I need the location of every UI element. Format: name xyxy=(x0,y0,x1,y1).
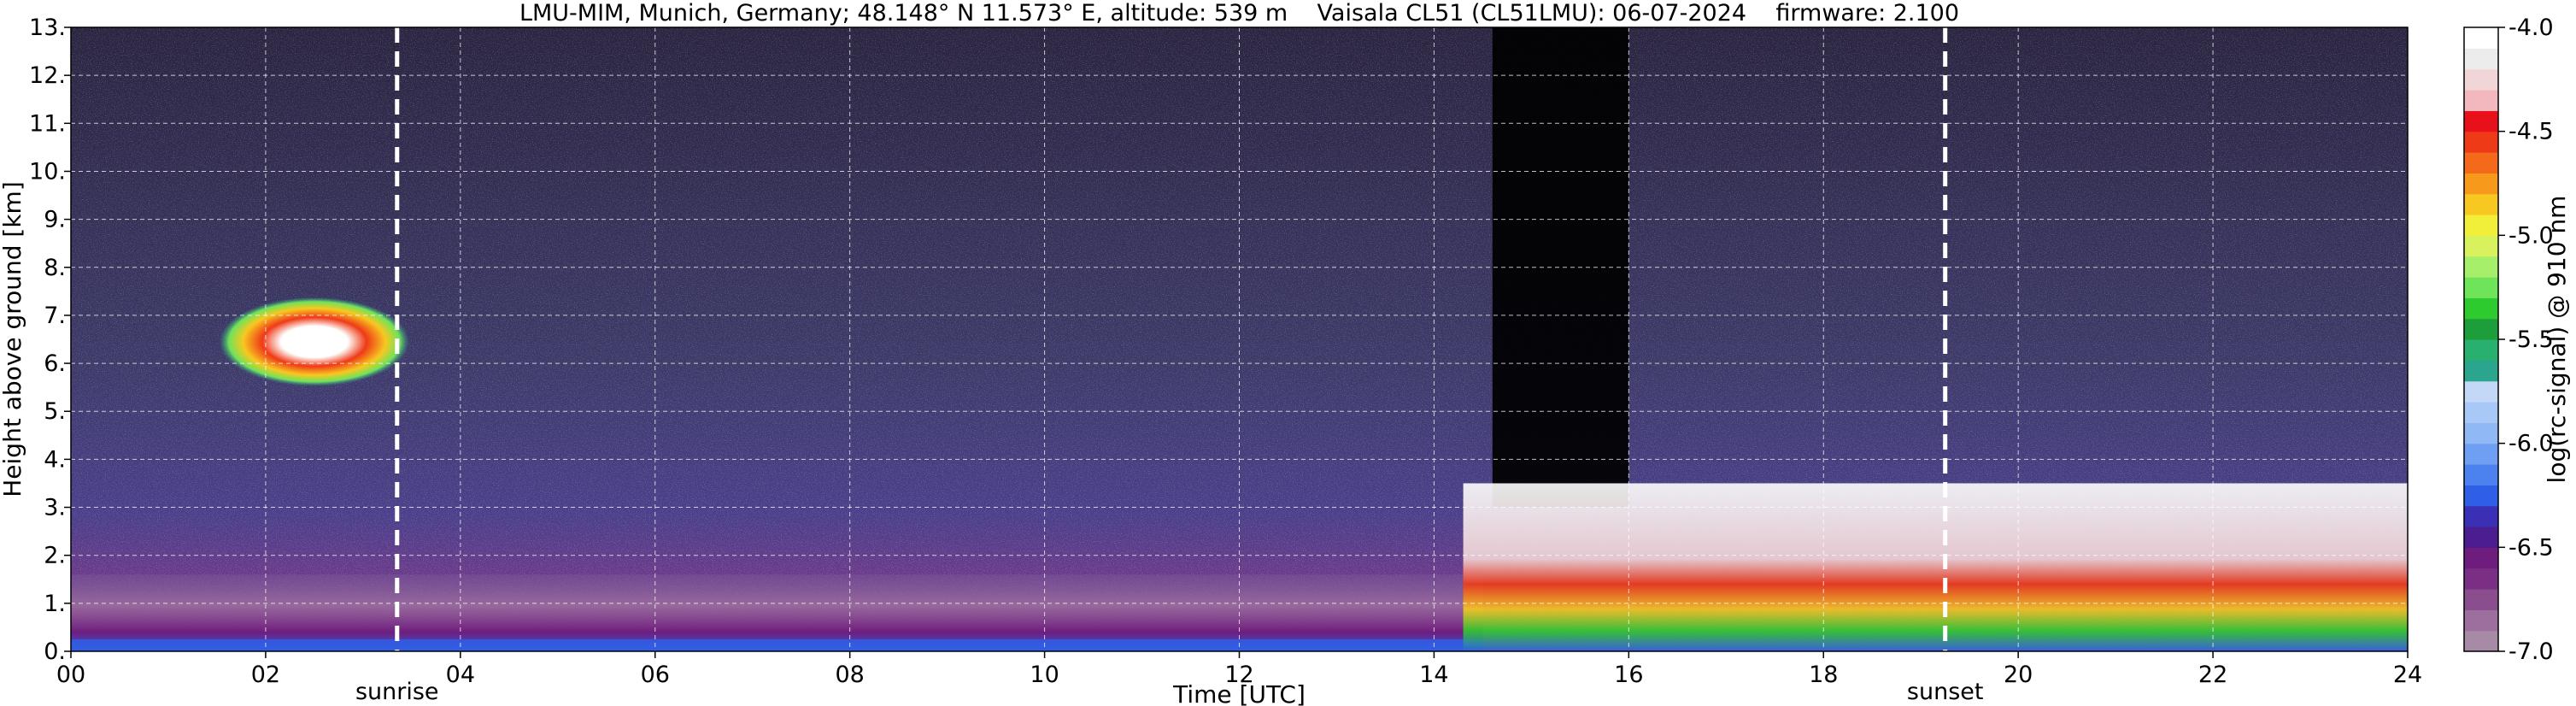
colorbar-segment xyxy=(2464,235,2498,257)
colorbar-segment xyxy=(2464,485,2498,507)
colorbar-tick-label: -5.5 xyxy=(2509,327,2554,353)
y-tick-label: 0. xyxy=(44,638,66,665)
colorbar-label: log(rc-signal) @ 910 nm xyxy=(2543,196,2571,484)
colorbar-segment xyxy=(2464,505,2498,527)
colorbar-tick-label: -7.0 xyxy=(2509,638,2554,665)
colorbar-segment xyxy=(2464,131,2498,153)
colorbar-tick-label: -5.0 xyxy=(2509,222,2554,249)
y-tick-label: 8. xyxy=(44,255,66,281)
x-tick-label: 08 xyxy=(835,662,864,688)
colorbar-segment xyxy=(2464,297,2498,320)
colorbar-segment xyxy=(2464,568,2498,590)
x-tick-label: 20 xyxy=(2004,662,2033,688)
annotations: sunrise sunset xyxy=(355,679,1984,705)
sun-markers xyxy=(395,27,1948,651)
x-tick-label: 16 xyxy=(1614,662,1643,688)
x-tick-label: 04 xyxy=(446,662,475,688)
signal-features xyxy=(71,27,2408,651)
x-axis-ticks: 00 02 04 06 08 10 12 14 16 18 20 22 24 xyxy=(56,651,2422,688)
annotation-label: sunrise xyxy=(355,679,439,705)
x-tick-label: 24 xyxy=(2393,662,2422,688)
colorbar-segment xyxy=(2464,277,2498,298)
y-tick-label: 4. xyxy=(44,446,66,473)
y-tick-label: 12. xyxy=(29,62,66,89)
colorbar-segment xyxy=(2464,256,2498,278)
plot-area xyxy=(71,27,2408,651)
morning-cloud-layer xyxy=(219,297,410,386)
colorbar-segment xyxy=(2464,318,2498,340)
chart-title: LMU-MIM, Munich, Germany; 48.148° N 11.5… xyxy=(519,0,1959,26)
colorbar-segment xyxy=(2464,110,2498,132)
y-tick-label: 9. xyxy=(44,207,66,233)
colorbar-segment xyxy=(2464,630,2498,652)
colorbar-segment xyxy=(2464,360,2498,382)
colorbar-segment xyxy=(2464,443,2498,465)
colorbar-segment xyxy=(2464,152,2498,174)
x-tick-label: 14 xyxy=(1419,662,1448,688)
y-tick-label: 3. xyxy=(44,495,66,521)
colorbar-segment xyxy=(2464,422,2498,444)
x-tick-label: 00 xyxy=(56,662,85,688)
colorbar-tick-label: -6.0 xyxy=(2509,431,2554,457)
y-tick-label: 7. xyxy=(44,303,66,329)
colorbar-segment xyxy=(2464,547,2498,569)
y-tick-label: 13. xyxy=(29,15,66,41)
near-ground-layer xyxy=(71,638,1483,651)
colorbar-segment xyxy=(2464,402,2498,423)
y-axis-label: Height above ground [km] xyxy=(0,181,26,497)
x-tick-label: 06 xyxy=(641,662,670,688)
colorbar-segment xyxy=(2464,589,2498,610)
y-tick-label: 1. xyxy=(44,591,66,617)
colorbar xyxy=(2463,26,2499,652)
grid-lines xyxy=(71,27,2408,651)
boundary-layer xyxy=(71,574,1483,651)
colorbar-segment xyxy=(2464,527,2498,548)
colorbar-segment xyxy=(2464,380,2498,403)
x-tick-label: 02 xyxy=(251,662,280,688)
colorbar-segment xyxy=(2464,48,2498,70)
colorbar-segment xyxy=(2464,215,2498,236)
x-tick-label: 22 xyxy=(2198,662,2227,688)
signal-extinction-region xyxy=(1492,27,1629,508)
colorbar-ticks: -7.0 -6.5 -6.0 -5.5 -5.0 -4.5 -4.0 xyxy=(2498,15,2554,665)
colorbar-segment xyxy=(2464,90,2498,111)
colorbar-segment xyxy=(2464,173,2498,195)
y-axis-ticks: 0. 1. 2. 3. 4. 5. 6. 7. 8. 9. 10. 11. 12. 13. xyxy=(29,15,71,665)
colorbar-segment xyxy=(2464,464,2498,485)
colorbar-segment xyxy=(2464,193,2498,215)
y-tick-label: 5. xyxy=(44,398,66,425)
x-axis-label: Time [UTC] xyxy=(1172,680,1306,706)
colorbar-tick-label: -4.0 xyxy=(2509,15,2554,41)
colorbar-segment xyxy=(2464,68,2498,91)
colorbar-segment xyxy=(2464,339,2498,361)
colorbar-segment xyxy=(2464,609,2498,632)
y-tick-label: 6. xyxy=(44,350,66,377)
x-tick-label: 18 xyxy=(1809,662,1838,688)
y-tick-label: 10. xyxy=(29,158,66,185)
colorbar-segment xyxy=(2464,27,2498,49)
x-tick-label: 10 xyxy=(1030,662,1059,688)
x-tick-label: 12 xyxy=(1224,662,1253,688)
afternoon-convective-clouds xyxy=(1463,483,2408,651)
y-tick-label: 11. xyxy=(29,110,66,137)
annotation-label: sunset xyxy=(1907,679,1984,705)
y-tick-label: 2. xyxy=(44,543,66,569)
colorbar-tick-label: -4.5 xyxy=(2509,119,2554,145)
colorbar-tick-label: -6.5 xyxy=(2509,534,2554,561)
